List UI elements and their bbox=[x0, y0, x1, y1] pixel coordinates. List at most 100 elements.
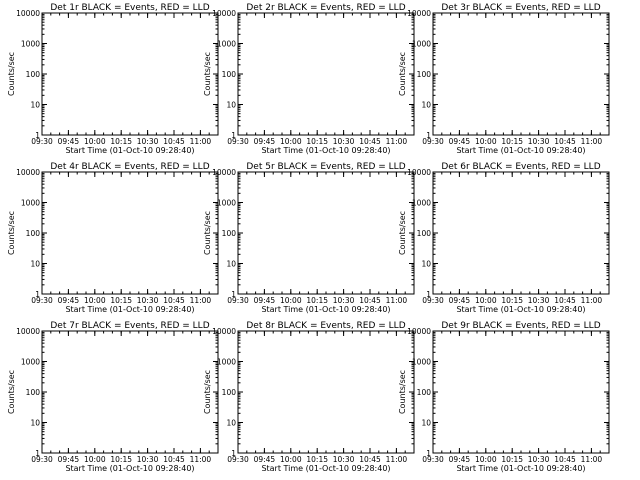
x-tick-label: 09:45 bbox=[58, 296, 80, 305]
panel-3: Det 3r BLACK = Events, RED = LLD 1 10 100 10… bbox=[398, 3, 610, 155]
x-tick-label: 10:15 bbox=[306, 455, 328, 464]
x-tick-label: 10:15 bbox=[306, 296, 328, 305]
y-tick-label: 100 bbox=[26, 388, 41, 397]
panel-6: Det 6r BLACK = Events, RED = LLD 1 10 100 10… bbox=[398, 162, 610, 314]
x-tick-label: 10:00 bbox=[475, 296, 497, 305]
plot-frame bbox=[237, 330, 415, 454]
x-tick-label: 09:30 bbox=[31, 455, 53, 464]
x-tick-label: 11:00 bbox=[386, 137, 408, 146]
y-tick-label: 10000 bbox=[212, 168, 236, 177]
y-axis-label: Counts/sec bbox=[7, 211, 16, 255]
x-tick-label: 09:45 bbox=[58, 137, 80, 146]
x-tick-label: 10:30 bbox=[333, 137, 355, 146]
y-tick-label: 1000 bbox=[217, 199, 236, 208]
panel-4: Det 4r BLACK = Events, RED = LLD 1 10 100 10… bbox=[7, 162, 219, 314]
x-tick-label: 09:45 bbox=[58, 455, 80, 464]
panel-7: Det 7r BLACK = Events, RED = LLD 1 10 100 10… bbox=[7, 321, 219, 473]
y-tick-label: 10000 bbox=[407, 168, 431, 177]
x-tick-label: 11:00 bbox=[386, 296, 408, 305]
x-tick-label: 10:45 bbox=[359, 296, 381, 305]
panel-2: Det 2r BLACK = Events, RED = LLD 1 10 100 10… bbox=[203, 3, 415, 155]
y-tick-label: 10000 bbox=[407, 9, 431, 18]
x-tick-label: 10:45 bbox=[163, 296, 185, 305]
x-tick-label: 09:30 bbox=[422, 137, 444, 146]
y-tick-label: 100 bbox=[26, 229, 41, 238]
panel-9: Det 9r BLACK = Events, RED = LLD 1 10 100 10… bbox=[398, 321, 610, 473]
x-tick-label: 10:30 bbox=[528, 137, 550, 146]
x-tick-label: 10:45 bbox=[554, 137, 576, 146]
x-tick-label: 10:30 bbox=[137, 137, 159, 146]
x-tick-label: 10:30 bbox=[528, 455, 550, 464]
x-tick-label: 11:00 bbox=[581, 455, 603, 464]
x-tick-label: 11:00 bbox=[190, 296, 212, 305]
y-tick-label: 10 bbox=[421, 260, 431, 269]
y-tick-label: 1 bbox=[426, 290, 431, 299]
panel-5: Det 5r BLACK = Events, RED = LLD 1 10 100 10… bbox=[203, 162, 415, 314]
panel-8: Det 8r BLACK = Events, RED = LLD 1 10 100 10… bbox=[203, 321, 415, 473]
x-tick-label: 10:30 bbox=[137, 455, 159, 464]
panel-title: Det 7r BLACK = Events, RED = LLD bbox=[50, 321, 209, 331]
x-tick-label: 10:45 bbox=[359, 455, 381, 464]
y-tick-label: 100 bbox=[26, 70, 41, 79]
panel-title: Det 3r BLACK = Events, RED = LLD bbox=[441, 3, 600, 13]
y-axis-label: Counts/sec bbox=[203, 211, 212, 255]
y-tick-label: 1 bbox=[426, 131, 431, 140]
y-axis-label: Counts/sec bbox=[7, 370, 16, 414]
x-tick-label: 11:00 bbox=[581, 296, 603, 305]
x-tick-label: 09:30 bbox=[227, 455, 249, 464]
plot-frame bbox=[41, 330, 219, 454]
y-tick-label: 1000 bbox=[21, 40, 40, 49]
panel-title: Det 9r BLACK = Events, RED = LLD bbox=[441, 321, 600, 331]
x-tick-label: 11:00 bbox=[190, 455, 212, 464]
x-tick-label: 09:45 bbox=[254, 137, 276, 146]
x-axis-label: Start Time (01-Oct-10 09:28:40) bbox=[65, 146, 194, 155]
plot-frame bbox=[237, 12, 415, 136]
x-axis-label: Start Time (01-Oct-10 09:28:40) bbox=[456, 146, 585, 155]
plot-frame bbox=[432, 330, 610, 454]
x-tick-label: 09:45 bbox=[449, 137, 471, 146]
x-tick-label: 10:00 bbox=[280, 296, 302, 305]
y-tick-label: 1000 bbox=[412, 40, 431, 49]
x-axis-label: Start Time (01-Oct-10 09:28:40) bbox=[456, 305, 585, 314]
panel-1: Det 1r BLACK = Events, RED = LLD 1 10 100 10… bbox=[7, 3, 219, 155]
y-tick-label: 10 bbox=[226, 101, 236, 110]
y-tick-label: 10 bbox=[421, 419, 431, 428]
y-tick-label: 1 bbox=[35, 449, 40, 458]
x-tick-label: 10:45 bbox=[359, 137, 381, 146]
x-tick-label: 09:30 bbox=[422, 455, 444, 464]
x-tick-label: 10:45 bbox=[554, 455, 576, 464]
y-tick-label: 1 bbox=[35, 131, 40, 140]
x-tick-label: 10:45 bbox=[554, 296, 576, 305]
x-tick-label: 09:45 bbox=[254, 296, 276, 305]
x-axis-label: Start Time (01-Oct-10 09:28:40) bbox=[65, 464, 194, 473]
x-tick-label: 10:00 bbox=[280, 455, 302, 464]
y-tick-label: 1000 bbox=[412, 358, 431, 367]
y-tick-label: 100 bbox=[222, 229, 237, 238]
y-tick-label: 10000 bbox=[16, 9, 40, 18]
y-tick-label: 10 bbox=[226, 260, 236, 269]
x-axis-label: Start Time (01-Oct-10 09:28:40) bbox=[261, 305, 390, 314]
plot-frame bbox=[237, 171, 415, 295]
x-tick-label: 10:15 bbox=[501, 137, 523, 146]
y-axis-label: Counts/sec bbox=[203, 52, 212, 96]
x-tick-label: 09:30 bbox=[227, 137, 249, 146]
x-tick-label: 10:15 bbox=[306, 137, 328, 146]
x-axis-label: Start Time (01-Oct-10 09:28:40) bbox=[261, 464, 390, 473]
y-axis-label: Counts/sec bbox=[203, 370, 212, 414]
x-tick-label: 10:15 bbox=[501, 455, 523, 464]
panel-title: Det 6r BLACK = Events, RED = LLD bbox=[441, 162, 600, 172]
y-tick-label: 10000 bbox=[16, 327, 40, 336]
y-axis-label: Counts/sec bbox=[398, 52, 407, 96]
y-tick-label: 10 bbox=[421, 101, 431, 110]
x-tick-label: 09:45 bbox=[254, 455, 276, 464]
y-tick-label: 1 bbox=[231, 449, 236, 458]
x-tick-label: 10:00 bbox=[84, 296, 106, 305]
y-tick-label: 100 bbox=[417, 229, 432, 238]
x-tick-label: 09:45 bbox=[449, 296, 471, 305]
y-tick-label: 1000 bbox=[21, 358, 40, 367]
x-tick-label: 10:15 bbox=[110, 296, 132, 305]
y-tick-label: 1 bbox=[231, 131, 236, 140]
x-axis-label: Start Time (01-Oct-10 09:28:40) bbox=[456, 464, 585, 473]
y-axis-label: Counts/sec bbox=[398, 211, 407, 255]
